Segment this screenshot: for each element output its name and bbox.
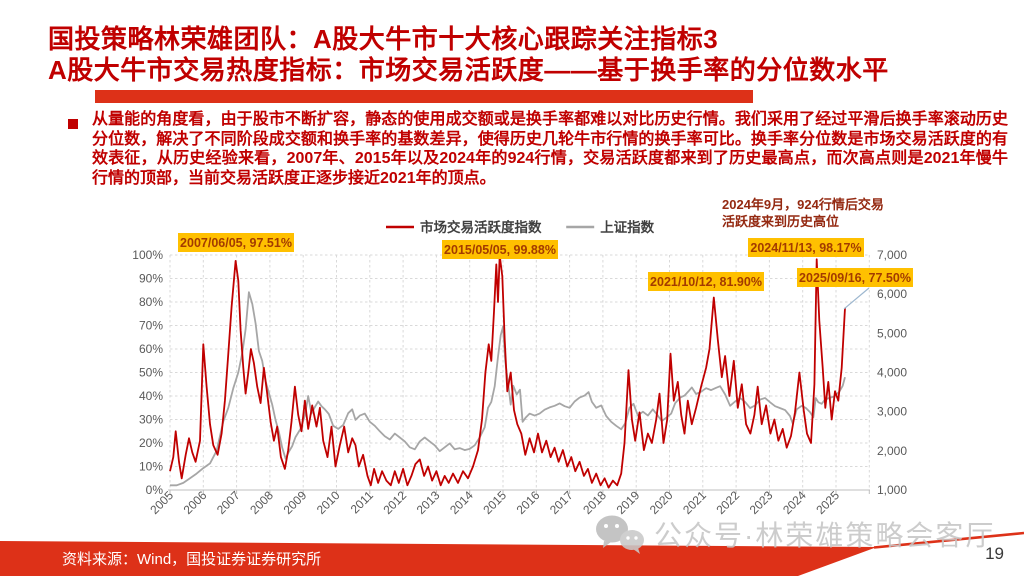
svg-text:70%: 70% (139, 319, 163, 333)
svg-text:2024/11/13, 98.17%: 2024/11/13, 98.17% (750, 241, 861, 255)
svg-text:2015/05/05, 99.88%: 2015/05/05, 99.88% (444, 243, 556, 257)
turnover-percentile-chart: 0% 10% 20% 30% 40% 50% 60% 70% 80% 90% 100% 1,000 2,… (0, 195, 1024, 545)
svg-text:20%: 20% (139, 436, 163, 450)
svg-text:2014: 2014 (447, 488, 476, 517)
svg-text:2024年9月，924行情后交易: 2024年9月，924行情后交易 (722, 197, 884, 212)
svg-text:7,000: 7,000 (877, 248, 907, 262)
svg-text:2012: 2012 (380, 488, 409, 517)
svg-text:上证指数: 上证指数 (600, 219, 654, 235)
svg-text:30%: 30% (139, 413, 163, 427)
wechat-icon (596, 515, 644, 554)
svg-text:2017: 2017 (547, 488, 576, 517)
svg-text:2010: 2010 (314, 488, 343, 517)
svg-text:80%: 80% (139, 295, 163, 309)
svg-text:40%: 40% (139, 389, 163, 403)
svg-text:4,000: 4,000 (877, 366, 907, 380)
page-title: 国投策略林荣雄团队：A股大牛市十大核心跟踪关注指标3 A股大牛市交易热度指标：市… (48, 24, 988, 86)
svg-text:50%: 50% (139, 366, 163, 380)
source-text: 资料来源：Wind，国投证券证券研究所 (62, 551, 322, 568)
watermark: 公众号·林荣雄策略会客厅 (592, 511, 995, 557)
svg-text:60%: 60% (139, 342, 163, 356)
svg-text:0%: 0% (146, 483, 164, 497)
title-line-2: A股大牛市交易热度指标：市场交易活跃度——基于换手率的分位数水平 (48, 55, 889, 85)
svg-text:2011: 2011 (348, 488, 376, 516)
svg-text:2007: 2007 (214, 488, 243, 517)
svg-text:2,000: 2,000 (877, 444, 907, 458)
svg-text:2009: 2009 (281, 488, 310, 517)
page-number: 19 (985, 544, 1004, 563)
svg-text:90%: 90% (139, 272, 163, 286)
svg-text:2021/10/12, 81.90%: 2021/10/12, 81.90% (650, 275, 762, 289)
svg-text:10%: 10% (139, 460, 163, 474)
body-paragraph: 从量能的角度看，由于股市不断扩容，静态的使用成交额或是换手率都难以对比历史行情。… (92, 111, 1008, 187)
title-underline-bar (95, 90, 753, 103)
svg-text:2008: 2008 (247, 488, 276, 517)
footer-ribbon (0, 531, 1024, 576)
svg-text:6,000: 6,000 (877, 287, 907, 301)
svg-text:2013: 2013 (414, 488, 443, 517)
watermark-text: 公众号·林荣雄策略会客厅 (654, 520, 996, 551)
svg-text:2025/09/16, 77.50%: 2025/09/16, 77.50% (799, 271, 911, 285)
svg-text:活跃度来到历史高位: 活跃度来到历史高位 (722, 214, 839, 229)
svg-text:100%: 100% (132, 248, 163, 262)
chart-canvas: 0% 10% 20% 30% 40% 50% 60% 70% 80% 90% 100% 1,000 2,… (132, 197, 913, 517)
svg-text:2016: 2016 (514, 488, 543, 517)
bullet-square-icon (68, 119, 78, 129)
svg-text:2007/06/05, 97.51%: 2007/06/05, 97.51% (180, 236, 292, 250)
svg-text:3,000: 3,000 (877, 405, 907, 419)
svg-text:5,000: 5,000 (877, 326, 907, 340)
svg-text:2006: 2006 (181, 488, 210, 517)
svg-text:1,000: 1,000 (877, 483, 907, 497)
svg-text:2015: 2015 (480, 488, 509, 517)
title-line-1: 国投策略林荣雄团队：A股大牛市十大核心跟踪关注指标3 (48, 24, 719, 54)
svg-text:市场交易活跃度指数: 市场交易活跃度指数 (420, 219, 542, 235)
